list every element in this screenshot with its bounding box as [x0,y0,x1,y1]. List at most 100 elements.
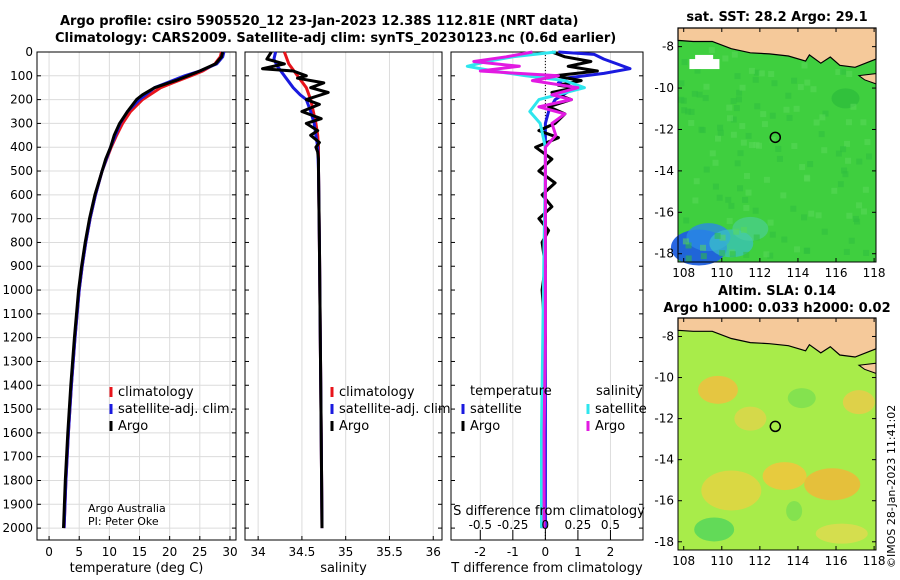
plot-frame [36,51,237,541]
tdiff-legend-entry: Argo [470,419,500,434]
map-pixel [815,212,822,219]
map-pixel [856,202,863,209]
map-anomaly-patch [842,390,875,415]
y-tick-label: 400 [10,140,33,154]
x-tick-label: 1 [574,545,582,559]
map-pixel [717,129,724,136]
x-tick-label: 30 [222,545,237,559]
s-tick-label: 0.5 [601,518,620,532]
map-anomaly-patch [762,462,807,491]
sal-legend-entry: climatology [339,385,415,400]
map-pixel [714,135,721,142]
map-x-tick-label: 112 [748,554,771,568]
map-pixel [736,89,743,96]
x-tick-label: 5 [75,545,83,559]
map-pixel [835,150,842,157]
map-pixel [700,253,707,260]
map-pixel [745,132,752,139]
x-tick-label: 36 [426,545,441,559]
map-pixel [856,158,863,165]
map-y-tick-label: -10 [654,371,674,385]
x-tick-label: 35.5 [376,545,403,559]
y-tick-label: 700 [10,212,33,226]
y-tick-label: 100 [10,69,33,83]
map-pixel [683,217,690,224]
x-axis-label: salinity [320,561,367,576]
map-pixel [743,251,750,258]
map-y-tick-label: -16 [654,494,674,508]
map-anomaly-patch [787,388,816,409]
y-tick-label: 900 [10,259,33,273]
map-pixel [714,232,721,239]
map-pixel [844,140,851,147]
map-pixel [783,106,790,113]
map-pixel [845,157,852,164]
map-y-tick-label: -14 [654,453,674,467]
map-pixel [763,176,770,183]
map-pixel [685,242,692,249]
map-anomaly-patch [734,406,767,431]
map-pixel [769,231,776,238]
map-pixel [729,251,736,258]
map-pixel [753,141,760,148]
map-pixel [719,234,726,241]
series-line-argo [62,51,225,529]
series-line-s-satellite [465,50,586,529]
argo-position-marker [769,131,782,144]
map-pixel [758,70,765,77]
map-pixel [822,110,829,117]
map-x-tick-label: 110 [710,554,733,568]
legend-salinity-title: salinity [596,384,643,399]
x-tick-label: -2 [474,545,486,559]
map-pixel [745,189,752,196]
map-pixel [839,68,846,75]
map-pixel [730,116,737,123]
legend-temperature-title: temperature [470,384,552,399]
map-pixel [866,153,873,160]
map-pixel [752,76,759,83]
map-pixel [700,244,706,251]
map-pixel [726,217,733,224]
temp-legend-entry: climatology [118,385,194,400]
map-pixel [760,111,767,118]
map-pixel [810,86,817,93]
map-pixel [803,174,810,181]
map-pixel [837,181,844,188]
map-pixel [767,219,774,226]
map-pixel [850,103,857,110]
map-pixel [739,84,746,91]
map-pixel [781,236,788,243]
map-pixel [703,83,710,90]
argo-position-marker [769,420,782,433]
figure-title-line1: Argo profile: csiro 5905520_12 23-Jan-20… [60,14,579,29]
map-pixel [712,159,719,166]
plot-area [245,52,442,540]
map-x-tick-label: 114 [786,554,809,568]
map-pixel [703,166,710,173]
map-pixel [793,105,800,112]
credit-line1: Argo Australia [88,502,166,515]
temp-legend-entry: Argo [118,419,148,434]
map-pixel [753,69,760,76]
y-tick-label: 1000 [2,283,33,297]
x-axis-label: temperature (deg C) [70,561,204,576]
map-pixel [801,62,808,69]
map-anomaly-patch [701,470,762,511]
map-x-tick-label: 118 [863,266,886,280]
map-pixel [808,210,815,217]
map-pixel [846,71,853,78]
y-tick-label: 1100 [2,307,33,321]
map-pixel [693,178,700,185]
map-frame [677,317,877,551]
tdiff-legend-entry: satellite [470,402,522,417]
map-pixel [688,108,695,115]
map-pixel [742,196,749,203]
map-pixel [740,139,747,146]
map-pixel [719,250,726,257]
map-pixel [831,187,838,194]
map-y-tick-label: -18 [654,535,674,549]
s-tick-label: -0.25 [497,518,528,532]
y-tick-label: 1500 [2,402,33,416]
map-pixel [821,228,828,235]
